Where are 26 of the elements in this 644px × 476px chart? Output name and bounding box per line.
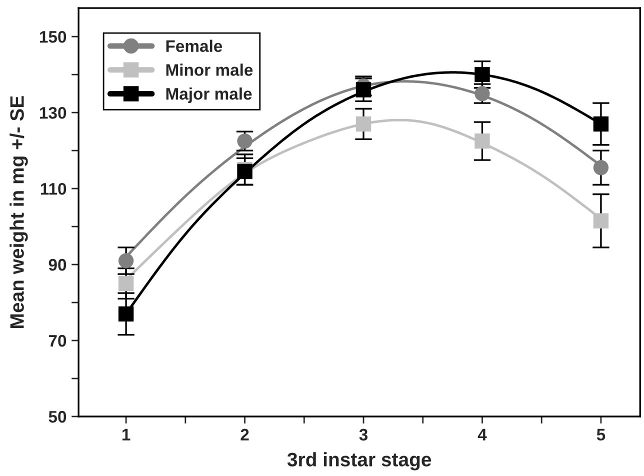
legend-label: Major male	[166, 88, 252, 104]
point	[356, 116, 372, 132]
y-axis-title: Mean weight in mg +/- SE	[10, 96, 28, 328]
point	[118, 253, 134, 268]
point	[118, 306, 134, 322]
point	[118, 276, 134, 292]
x-tick-label: 4	[478, 428, 487, 440]
y-tick-label: 70	[48, 334, 66, 347]
legend-label: Female	[166, 40, 222, 52]
point	[356, 82, 372, 98]
point	[593, 116, 609, 132]
point	[593, 160, 609, 176]
y-tick-label: 130	[40, 106, 66, 119]
y-tick-label: 90	[48, 258, 66, 271]
point	[474, 66, 490, 82]
x-tick-label: 2	[240, 428, 249, 440]
x-tick-label: 3	[359, 428, 368, 441]
x-tick-label: 1	[122, 428, 130, 440]
y-tick-label: 50	[48, 410, 66, 423]
point	[593, 213, 609, 228]
y-tick-label: 110	[40, 182, 66, 195]
y-tick-label: 150	[40, 30, 66, 43]
point	[474, 133, 490, 149]
legend-label: Minor male	[166, 64, 253, 76]
x-tick-label: 5	[596, 428, 606, 441]
x-axis-title: 3rd instar stage	[287, 452, 432, 470]
